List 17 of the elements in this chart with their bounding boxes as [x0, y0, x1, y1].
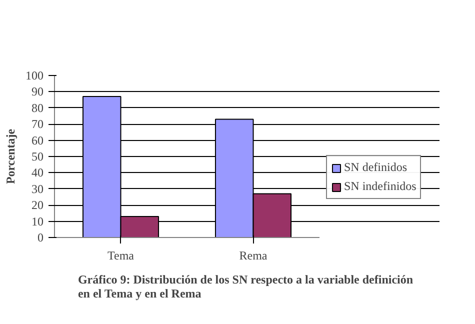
y-tick-label: 0	[38, 230, 44, 244]
x-tick-label: Tema	[108, 248, 135, 262]
y-tick-label: 60	[32, 133, 44, 148]
text: Gráfico 9: Distribución de los SN respecto a la variable definición en el Tema y en el Rema	[78, 272, 414, 300]
legend-label: SN indefinidos	[344, 179, 416, 194]
y-tick-label: 20	[32, 198, 44, 212]
y-tick-label: 40	[32, 166, 44, 180]
y-tick-label: 100	[26, 68, 44, 82]
y-tick-label: 30	[32, 182, 44, 196]
y-tick-label: 90	[32, 84, 44, 99]
y-tick-label: 50	[32, 150, 44, 164]
y-tick-label: 10	[32, 214, 44, 228]
legend-label: SN definidos	[344, 160, 407, 175]
y-tick-label: 80	[32, 100, 44, 115]
x-tick-label: Rema	[239, 248, 268, 262]
y-tick-label: 70	[32, 117, 44, 132]
y-axis-title: Porcentaje	[4, 128, 18, 184]
